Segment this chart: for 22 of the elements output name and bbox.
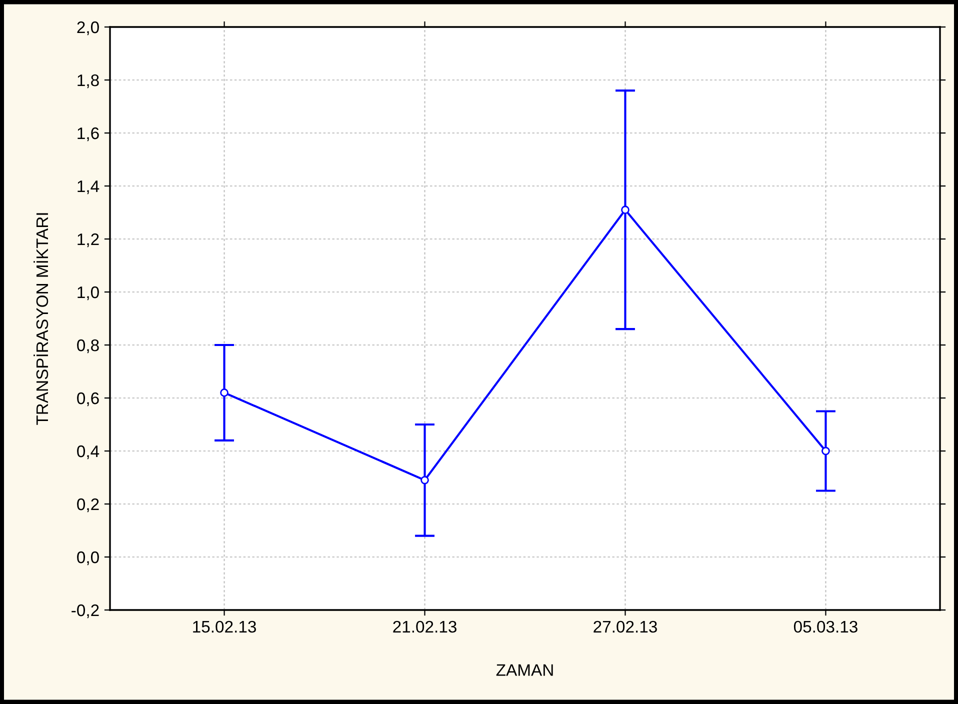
- y-tick-label: 1,0: [78, 286, 99, 300]
- y-axis-title: TRANSPİRASYON MİKTARI: [34, 213, 48, 425]
- y-tick-label: 1,4: [78, 180, 100, 194]
- y-tick-label: 1,8: [78, 74, 99, 88]
- y-tick-label: 0,6: [77, 392, 99, 406]
- y-tick-label: 0,8: [77, 339, 99, 354]
- point: [220, 388, 228, 397]
- y-tick-label: 1,2: [78, 233, 99, 248]
- x-tick-label: 21.02.13: [393, 620, 456, 633]
- y-tick-label: 0,4: [77, 445, 100, 460]
- y-tick-label: 1,6: [78, 127, 99, 142]
- x-tick-label: 05.03.13: [794, 620, 858, 633]
- point: [420, 476, 429, 484]
- x-tick-label: 27.02.13: [594, 620, 657, 633]
- point: [822, 446, 830, 456]
- x-axis-title: ZAMAN: [496, 664, 553, 676]
- y-tick-label: 0,2: [77, 498, 99, 512]
- y-tick-label: 0,0: [77, 551, 99, 566]
- y-tick-label: -0,2: [72, 604, 99, 618]
- point: [621, 206, 630, 214]
- x-tick-label: 15.02.13: [193, 620, 256, 633]
- y-tick-label: 2,0: [77, 21, 99, 36]
